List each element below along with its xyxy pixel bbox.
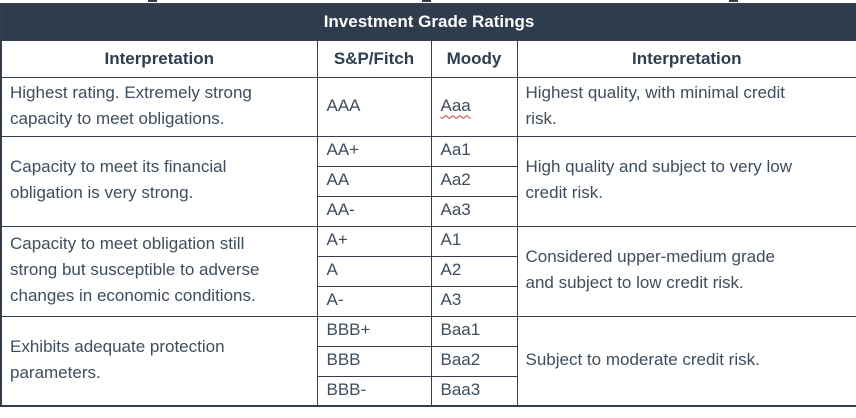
cropped-text-artifact <box>422 0 431 2</box>
moody-rating-a2: A2 <box>430 255 518 287</box>
sp-rating-bbb-plus: BBB+ <box>316 315 432 347</box>
interpretation-left-aa: Capacity to meet its financial obligatio… <box>0 135 318 227</box>
sp-rating-a: A <box>316 255 432 287</box>
sp-rating-aa-plus: AA+ <box>316 135 432 167</box>
interpretation-right-aa: High quality and subject to very low cre… <box>516 135 856 227</box>
table-row: Capacity to meet obligation still strong… <box>0 225 856 317</box>
table-row: A- A3 <box>1 285 856 317</box>
sp-rating-a-plus: A+ <box>316 225 432 257</box>
moody-rating-a1: A1 <box>430 225 518 257</box>
sp-rating-a-minus: A- <box>316 285 432 317</box>
moody-rating-baa3: Baa3 <box>430 375 518 407</box>
table-row: AA- Aa3 <box>1 195 856 227</box>
interpretation-right-aaa: Highest quality, with minimal credit ris… <box>516 76 856 137</box>
table-row: Highest rating. Extremely strong capacit… <box>0 76 856 137</box>
moody-rating-aa3: Aa3 <box>430 195 518 227</box>
moody-rating-baa2: Baa2 <box>430 345 518 377</box>
sp-rating-aaa: AAA <box>316 76 432 137</box>
sp-rating-bbb: BBB <box>316 345 432 377</box>
sp-rating-aa-minus: AA- <box>316 195 432 227</box>
col-header-moody: Moody <box>430 39 518 78</box>
interpretation-right-bbb: Subject to moderate credit risk. <box>516 315 856 407</box>
moody-rating-a3: A3 <box>430 285 518 317</box>
table-row: A A2 <box>1 255 856 287</box>
cropped-text-artifact <box>148 0 157 2</box>
table-row: BBB Baa2 <box>1 345 856 377</box>
interpretation-left-a: Capacity to meet obligation still strong… <box>0 225 318 317</box>
cropped-content-strip <box>0 0 856 3</box>
moody-rating-aaa: Aaa <box>430 76 518 137</box>
investment-grade-ratings-table: Investment Grade Ratings Interpretation … <box>0 3 856 407</box>
moody-rating-baa1: Baa1 <box>430 315 518 347</box>
sp-rating-bbb-minus: BBB- <box>316 375 432 407</box>
moody-rating-aa1: Aa1 <box>430 135 518 167</box>
col-header-interpretation-left: Interpretation <box>0 39 318 78</box>
interpretation-left-aaa: Highest rating. Extremely strong capacit… <box>0 76 318 137</box>
table-row: BBB- Baa3 <box>1 375 856 407</box>
interpretation-left-bbb: Exhibits adequate protection parameters. <box>0 315 318 407</box>
sp-rating-aa: AA <box>316 165 432 197</box>
table-title: Investment Grade Ratings <box>0 3 856 41</box>
cropped-text-artifact <box>729 0 738 2</box>
col-header-interpretation-right: Interpretation <box>516 39 856 78</box>
interpretation-right-a: Considered upper-medium grade and subjec… <box>516 225 856 317</box>
table-row: Exhibits adequate protection parameters.… <box>0 315 856 407</box>
moody-rating-aa2: Aa2 <box>430 165 518 197</box>
col-header-sp-fitch: S&P/Fitch <box>316 39 432 78</box>
spellcheck-underlined-text: Aaa <box>440 95 471 115</box>
table-row: Capacity to meet its financial obligatio… <box>0 135 856 227</box>
